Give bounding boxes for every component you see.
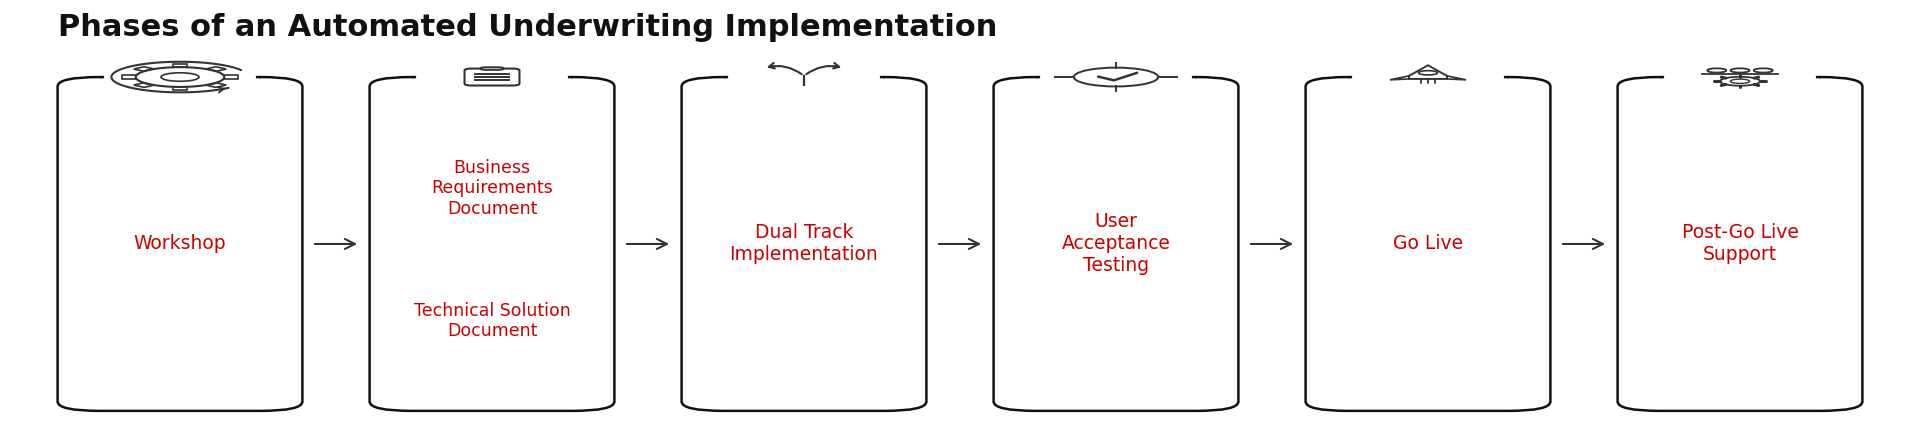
Text: User
Acceptance
Testing: User Acceptance Testing — [1062, 212, 1171, 276]
Text: Phases of an Automated Underwriting Implementation: Phases of an Automated Underwriting Impl… — [58, 13, 996, 42]
Circle shape — [106, 60, 255, 94]
Text: Post-Go Live
Support: Post-Go Live Support — [1682, 223, 1799, 265]
FancyBboxPatch shape — [465, 68, 520, 86]
FancyBboxPatch shape — [58, 77, 301, 411]
Text: Dual Track
Implementation: Dual Track Implementation — [730, 223, 877, 265]
Text: Technical Solution
Document: Technical Solution Document — [413, 302, 570, 340]
Circle shape — [1041, 60, 1190, 94]
Circle shape — [1665, 60, 1814, 94]
FancyBboxPatch shape — [369, 77, 614, 411]
Circle shape — [1354, 60, 1503, 94]
FancyBboxPatch shape — [480, 67, 503, 70]
Text: Workshop: Workshop — [134, 235, 227, 253]
Circle shape — [417, 60, 566, 94]
Text: Business
Requirements
Document: Business Requirements Document — [432, 158, 553, 218]
Circle shape — [730, 60, 879, 94]
FancyBboxPatch shape — [995, 77, 1238, 411]
FancyBboxPatch shape — [1617, 77, 1862, 411]
FancyBboxPatch shape — [1306, 77, 1549, 411]
Text: Go Live: Go Live — [1392, 235, 1463, 253]
FancyBboxPatch shape — [682, 77, 925, 411]
